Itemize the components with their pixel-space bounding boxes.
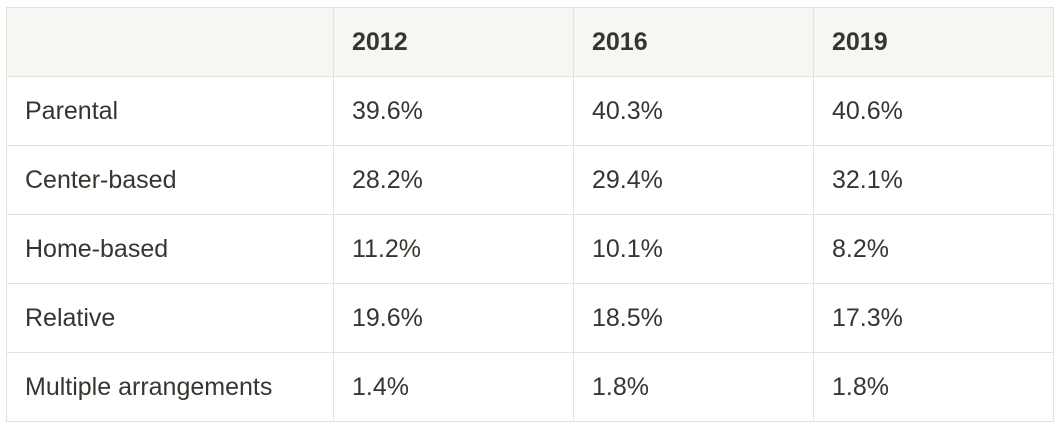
row-label: Center-based — [6, 145, 334, 215]
table-cell: 1.8% — [813, 352, 1054, 422]
table-cell: 32.1% — [813, 145, 1054, 215]
table-body: Parental 39.6% 40.3% 40.6% Center-based 28.2%… — [6, 76, 1054, 422]
table-row: Home-based 11.2% 10.1% 8.2% — [6, 214, 1054, 284]
table-row: Multiple arrangements 1.4% 1.8% 1.8% — [6, 352, 1054, 422]
table-cell: 40.3% — [573, 76, 814, 146]
table-cell: 1.8% — [573, 352, 814, 422]
column-header: 2019 — [813, 7, 1054, 77]
corner-cell — [6, 7, 334, 77]
table-head: 2012 2016 2019 — [6, 7, 1054, 77]
column-header: 2012 — [333, 7, 574, 77]
row-label: Home-based — [6, 214, 334, 284]
table-row: Relative 19.6% 18.5% 17.3% — [6, 283, 1054, 353]
table-cell: 28.2% — [333, 145, 574, 215]
table-cell: 17.3% — [813, 283, 1054, 353]
row-label: Multiple arrangements — [6, 352, 334, 422]
table-cell: 19.6% — [333, 283, 574, 353]
table-row: Parental 39.6% 40.3% 40.6% — [6, 76, 1054, 146]
table-cell: 11.2% — [333, 214, 574, 284]
table-cell: 18.5% — [573, 283, 814, 353]
table-cell: 10.1% — [573, 214, 814, 284]
data-table: 2012 2016 2019 Parental 39.6% 40.3% 40.6% Cent… — [6, 7, 1054, 422]
table-container: 2012 2016 2019 Parental 39.6% 40.3% 40.6% Cent… — [6, 7, 1054, 422]
table-cell: 1.4% — [333, 352, 574, 422]
table-cell: 39.6% — [333, 76, 574, 146]
table-cell: 40.6% — [813, 76, 1054, 146]
table-row: Center-based 28.2% 29.4% 32.1% — [6, 145, 1054, 215]
table-cell: 8.2% — [813, 214, 1054, 284]
table-cell: 29.4% — [573, 145, 814, 215]
row-label: Relative — [6, 283, 334, 353]
header-row: 2012 2016 2019 — [6, 7, 1054, 77]
row-label: Parental — [6, 76, 334, 146]
column-header: 2016 — [573, 7, 814, 77]
